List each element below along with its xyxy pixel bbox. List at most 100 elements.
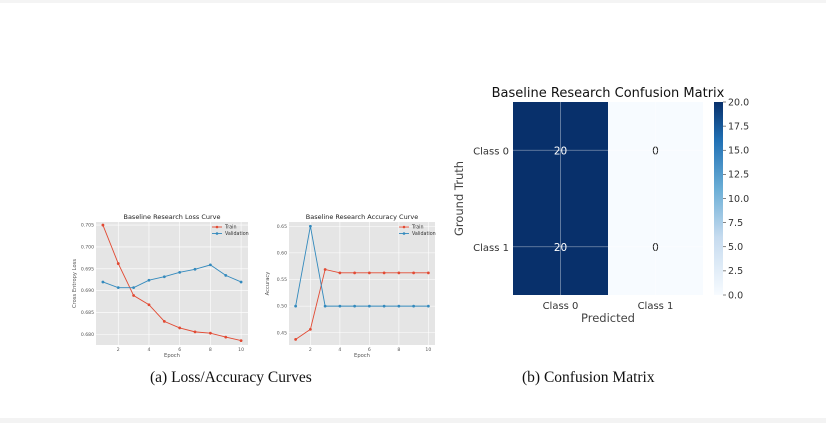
legend-marker bbox=[402, 232, 406, 235]
heatmap-cell bbox=[608, 102, 703, 199]
cell-value: 0 bbox=[652, 145, 659, 157]
chart-title: Baseline Research Accuracy Curve bbox=[306, 213, 418, 221]
y-tick-label: 0.55 bbox=[277, 277, 287, 283]
data-point-train bbox=[132, 294, 136, 297]
colorbar-tick-label: 5.0 bbox=[728, 242, 743, 253]
y-tick-label: 0.705 bbox=[81, 223, 94, 229]
x-tick-label: 8 bbox=[397, 347, 400, 353]
y-tick-label: Class 1 bbox=[473, 243, 509, 254]
caption-b: (b) Confusion Matrix bbox=[522, 369, 655, 386]
series-line-train bbox=[295, 268, 429, 340]
data-point-train bbox=[224, 335, 228, 339]
y-axis-label: Ground Truth bbox=[452, 161, 466, 236]
x-tick-label: 10 bbox=[238, 347, 244, 353]
data-point-validation bbox=[367, 304, 371, 308]
cell-value: 0 bbox=[652, 242, 659, 254]
data-point-validation bbox=[208, 263, 212, 267]
bottom-edge-strip bbox=[0, 418, 826, 423]
top-edge-strip bbox=[0, 0, 826, 3]
data-point-validation bbox=[323, 304, 327, 308]
y-tick-label: Class 0 bbox=[473, 146, 509, 157]
y-tick-label: 0.50 bbox=[277, 304, 287, 310]
x-tick-label: 8 bbox=[209, 347, 212, 353]
data-point-train bbox=[116, 262, 120, 265]
data-point-validation bbox=[147, 278, 151, 282]
y-tick-label: 0.690 bbox=[81, 288, 94, 294]
data-point-validation bbox=[294, 304, 298, 308]
y-tick-label: 0.60 bbox=[277, 250, 287, 256]
chart-title: Baseline Research Loss Curve bbox=[123, 213, 220, 221]
data-point-validation bbox=[132, 286, 136, 290]
data-point-train bbox=[382, 271, 386, 275]
colorbar-tick-label: 20.0 bbox=[728, 97, 749, 108]
x-axis-label: Epoch bbox=[354, 353, 370, 359]
data-point-validation bbox=[224, 274, 228, 277]
x-tick-label: 10 bbox=[425, 347, 431, 353]
data-point-train bbox=[294, 338, 298, 341]
colorbar-tick-label: 17.5 bbox=[728, 121, 749, 132]
series-line-validation bbox=[295, 226, 429, 307]
data-point-validation bbox=[397, 304, 401, 308]
colorbar-tick-label: 12.5 bbox=[728, 170, 749, 181]
data-point-validation bbox=[353, 304, 357, 308]
data-point-train bbox=[101, 223, 105, 227]
data-point-train bbox=[239, 339, 243, 343]
x-tick-label: 2 bbox=[309, 347, 312, 353]
plot-background bbox=[289, 222, 435, 345]
data-point-validation bbox=[116, 286, 120, 290]
y-axis-label: Accuracy bbox=[265, 272, 271, 296]
cell-value: 20 bbox=[554, 242, 567, 254]
data-point-train bbox=[193, 330, 197, 334]
data-point-train bbox=[367, 271, 371, 275]
heatmap-cell bbox=[608, 198, 703, 295]
y-tick-label: 0.680 bbox=[81, 332, 94, 338]
data-point-train bbox=[323, 268, 327, 271]
data-point-train bbox=[162, 319, 166, 323]
x-tick-label: Class 0 bbox=[543, 301, 579, 312]
data-point-validation bbox=[382, 304, 386, 308]
legend-label: Validation bbox=[412, 231, 436, 237]
data-point-validation bbox=[412, 304, 416, 308]
data-point-train bbox=[147, 303, 151, 307]
chart-title: Baseline Research Confusion Matrix bbox=[492, 86, 725, 101]
data-point-validation bbox=[193, 267, 197, 271]
data-point-train bbox=[208, 331, 212, 335]
data-point-validation bbox=[338, 304, 342, 308]
colorbar-tick-label: 10.0 bbox=[728, 194, 749, 205]
data-point-validation bbox=[308, 224, 312, 228]
x-tick-label: 4 bbox=[338, 347, 341, 353]
legend-marker bbox=[402, 225, 406, 229]
series-line-validation bbox=[102, 264, 242, 289]
x-tick-label: 4 bbox=[148, 347, 151, 353]
x-tick-label: Class 1 bbox=[638, 301, 674, 312]
data-point-validation bbox=[162, 275, 166, 279]
legend-label: Train bbox=[224, 225, 237, 231]
data-point-train bbox=[308, 327, 312, 331]
y-tick-label: 0.700 bbox=[81, 244, 94, 250]
x-axis-label: Epoch bbox=[164, 353, 180, 359]
y-tick-label: 0.685 bbox=[81, 310, 94, 316]
data-point-validation bbox=[239, 280, 243, 284]
colorbar-tick-label: 7.5 bbox=[728, 218, 743, 229]
colorbar-tick-label: 0.0 bbox=[728, 290, 743, 301]
legend-marker bbox=[215, 232, 219, 235]
heatmap-cell bbox=[513, 102, 608, 199]
data-point-train bbox=[178, 326, 182, 330]
colorbar-tick-label: 15.0 bbox=[728, 146, 749, 157]
plot-background bbox=[96, 222, 248, 345]
cell-value: 20 bbox=[554, 145, 567, 157]
x-tick-label: 6 bbox=[178, 347, 181, 353]
x-axis-label: Predicted bbox=[581, 311, 635, 325]
series-line-train bbox=[102, 224, 242, 342]
y-tick-label: 0.65 bbox=[277, 224, 287, 230]
data-point-validation bbox=[426, 304, 430, 308]
data-point-train bbox=[338, 271, 342, 275]
x-tick-label: 2 bbox=[117, 347, 120, 353]
data-point-validation bbox=[101, 280, 105, 284]
data-point-train bbox=[412, 271, 416, 275]
colorbar bbox=[714, 102, 723, 295]
y-axis-label: Cross Entropy Loss bbox=[72, 259, 78, 308]
data-point-train bbox=[353, 271, 357, 275]
